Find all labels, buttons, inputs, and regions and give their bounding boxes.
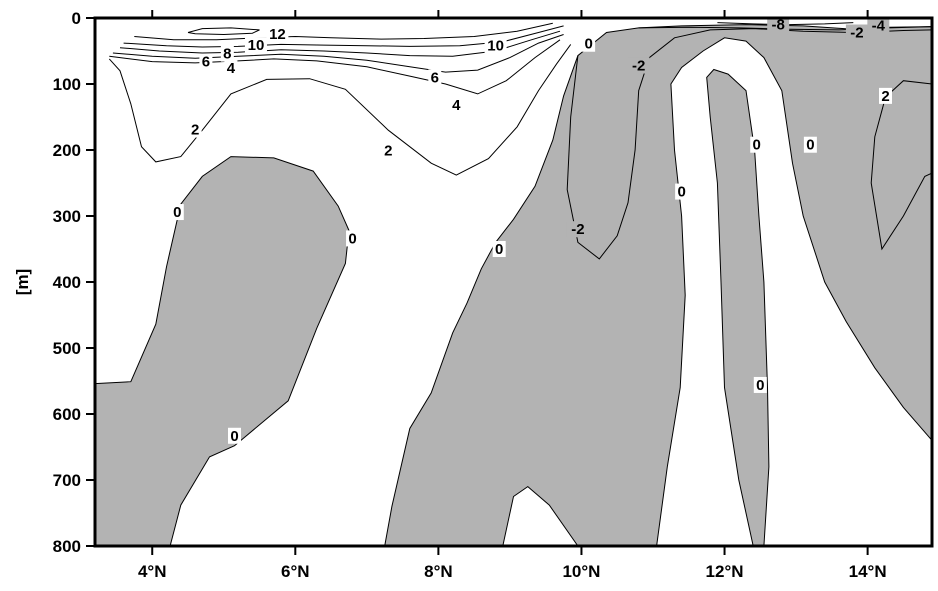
contour-label-bg [381,142,395,159]
contour-label-bg [220,45,234,62]
contour-line-6 [112,34,564,73]
contour-label-bg [484,37,507,54]
x-tick-label: 14°N [849,562,887,581]
contour-label-bg [867,17,890,34]
contour-label-bg [228,427,241,444]
region-south [94,156,350,547]
contour-label-bg [449,97,463,114]
contour-label: -4 [872,17,886,34]
contour-label: 12 [269,26,286,43]
contour-label: 2 [191,122,199,139]
contour-label-bg [566,221,589,238]
y-tick-label: 300 [53,207,81,226]
contour-label: 0 [753,137,761,154]
contour-label: 4 [452,97,461,114]
x-axis: 4°N 6°N 8°N 10°N 12°N 14°N [138,10,887,581]
contour-label: 0 [677,184,685,201]
x-tick-label: 10°N [562,562,600,581]
contour-label: -2 [571,221,584,238]
contour-label-bg [244,37,267,54]
contour-label-bg [675,183,689,200]
region-central [384,24,933,547]
y-tick-label: 600 [53,405,81,424]
y-tick-label: 0 [72,9,81,28]
contour-label-bg [879,87,892,104]
y-tick-label: 200 [53,141,81,160]
contour-label: -8 [772,17,785,34]
contour-label-bg [845,24,868,41]
contour-label-bg [582,35,596,52]
contour-label-bg [767,16,790,33]
contour-label: 2 [384,143,392,160]
contour-label: 6 [431,69,439,86]
contour-label: 8 [223,46,231,63]
contour-label-bg [428,69,442,86]
contour-label-bg [492,241,506,257]
contour-line-2 [108,44,572,176]
contour-label-bg [627,57,650,74]
x-tick-label: 6°N [281,562,310,581]
contour-label-bg [750,136,764,153]
contour-label-bg [188,121,202,138]
contour-label: -2 [632,58,645,75]
x-tick-label: 12°N [706,562,744,581]
contour-label: 0 [230,428,238,445]
contour-line-10 [123,25,564,48]
contour-label: 0 [173,204,181,221]
x-tick-label: 4°N [138,562,167,581]
y-tick-label: 800 [53,537,81,556]
contour-label: 0 [495,241,503,258]
region-northeast [706,68,770,547]
contour-label: 10 [248,37,265,54]
contour-label-bg [753,376,767,393]
contour-label-bg [346,230,360,247]
contour-label: 6 [202,54,210,71]
x-tick-label: 8°N [424,562,453,581]
negative-regions [94,24,933,547]
contour-label-bg [803,136,817,153]
contour-label: 2 [881,88,889,105]
contour-label-bg [199,53,213,70]
contour-label: 0 [348,230,356,247]
y-tick-label: 400 [53,273,81,292]
contour-label: 0 [584,36,592,53]
contour-label: 4 [227,60,236,77]
y-axis: 0 100 200 300 400 500 600 700 800 [53,9,95,556]
contour-label-bg [224,60,238,77]
contour-label: 10 [487,38,504,55]
contour-label-bg [266,25,289,42]
contour-label: -2 [850,25,863,42]
y-tick-label: 500 [53,339,81,358]
y-tick-label: 700 [53,471,81,490]
contour-line-12 [134,22,553,41]
contour-label-bg [170,204,184,221]
y-tick-label: 100 [53,75,81,94]
contour-line-4 [109,39,561,95]
contour-line-12 [187,27,260,36]
y-axis-label: [m] [13,269,32,295]
contour-label: 0 [756,377,764,394]
contour-line-2 [870,80,933,251]
contour-label: 0 [806,137,814,154]
